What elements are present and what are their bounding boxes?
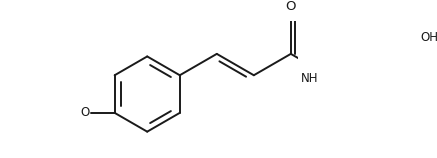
Text: OH: OH [420,31,437,44]
Text: O: O [285,0,296,13]
Text: O: O [80,106,90,119]
Text: NH: NH [301,72,318,85]
